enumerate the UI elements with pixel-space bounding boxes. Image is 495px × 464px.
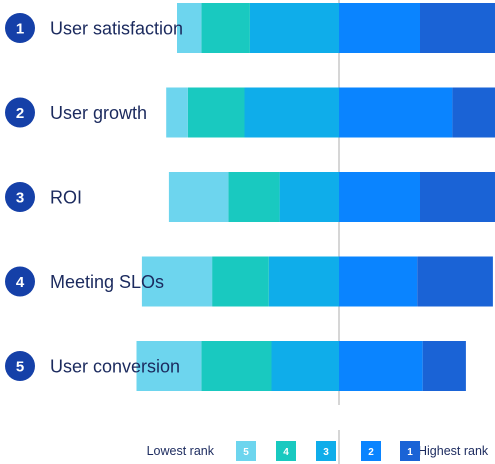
bar-segment-rank-5 — [166, 87, 188, 138]
bar-segment-rank-4 — [228, 172, 280, 222]
legend-swatch-label: 2 — [368, 447, 374, 458]
chart-row-5: 5 User conversion — [5, 341, 466, 391]
legend-swatch-label: 4 — [283, 447, 289, 458]
bar-segment-rank-5 — [136, 341, 202, 391]
bar-segment-rank-1 — [422, 341, 466, 391]
legend-swatch-rank-2 — [361, 441, 381, 461]
rank-badge-number: 5 — [16, 359, 24, 376]
bar-segment-rank-4 — [212, 256, 269, 307]
bar-segment-rank-3 — [249, 3, 339, 53]
bar-segment-rank-3 — [244, 87, 339, 138]
legend-swatch-label: 3 — [323, 447, 329, 458]
category-label: User growth — [50, 103, 147, 123]
legend-highest-rank-label: Highest rank — [418, 444, 489, 458]
rank-badge — [5, 182, 35, 212]
rank-badge — [5, 97, 35, 128]
bar-segment-rank-5 — [141, 256, 213, 307]
legend-swatch-rank-4 — [276, 441, 296, 461]
rank-badge-number: 3 — [16, 190, 24, 207]
bar-segment-rank-1 — [420, 3, 495, 53]
bar-segment-rank-1 — [417, 256, 493, 307]
bar-segment-rank-2 — [339, 3, 420, 53]
legend: Lowest rank Highest rank 5 4 3 2 1 — [147, 430, 489, 464]
legend-swatch-label: 1 — [407, 447, 413, 458]
chart-row-4: 4 Meeting SLOs — [5, 256, 493, 307]
rank-badge-number: 1 — [16, 21, 24, 38]
legend-swatch-rank-3 — [316, 441, 336, 461]
legend-swatch-label: 5 — [243, 447, 249, 458]
rank-badge — [5, 13, 35, 43]
chart-rows: 1 User satisfaction 2 User growth 3 ROI 4 Meeti… — [5, 3, 495, 391]
rank-badge-number: 4 — [16, 274, 25, 291]
legend-swatch-rank-5 — [236, 441, 256, 461]
bar-segment-rank-4 — [187, 87, 245, 138]
bar-segment-rank-3 — [271, 341, 339, 391]
legend-swatch-rank-1 — [400, 441, 420, 461]
rank-badge — [5, 351, 35, 381]
bar-segment-rank-1 — [420, 172, 495, 222]
category-label: User conversion — [50, 357, 180, 377]
bar-segment-rank-2 — [339, 172, 420, 222]
bar-segment-rank-4 — [201, 3, 250, 53]
bar-segment-rank-2 — [339, 341, 423, 391]
category-label: Meeting SLOs — [50, 272, 164, 292]
category-label: User satisfaction — [50, 19, 183, 39]
chart-row-3: 3 ROI — [5, 172, 495, 222]
bar-segment-rank-2 — [339, 87, 453, 138]
legend-lowest-rank-label: Lowest rank — [147, 444, 215, 458]
category-label: ROI — [50, 188, 82, 208]
bar-segment-rank-4 — [201, 341, 272, 391]
bar-segment-rank-2 — [339, 256, 418, 307]
bar-segment-rank-3 — [279, 172, 339, 222]
bar-segment-rank-5 — [168, 172, 229, 222]
rank-badge — [5, 266, 35, 297]
bar-segment-rank-1 — [452, 87, 495, 138]
bar-segment-rank-5 — [177, 3, 202, 53]
bar-segment-rank-3 — [268, 256, 339, 307]
rank-badge-number: 2 — [16, 105, 24, 122]
chart-row-2: 2 User growth — [5, 87, 495, 138]
chart-row-1: 1 User satisfaction — [5, 3, 495, 53]
